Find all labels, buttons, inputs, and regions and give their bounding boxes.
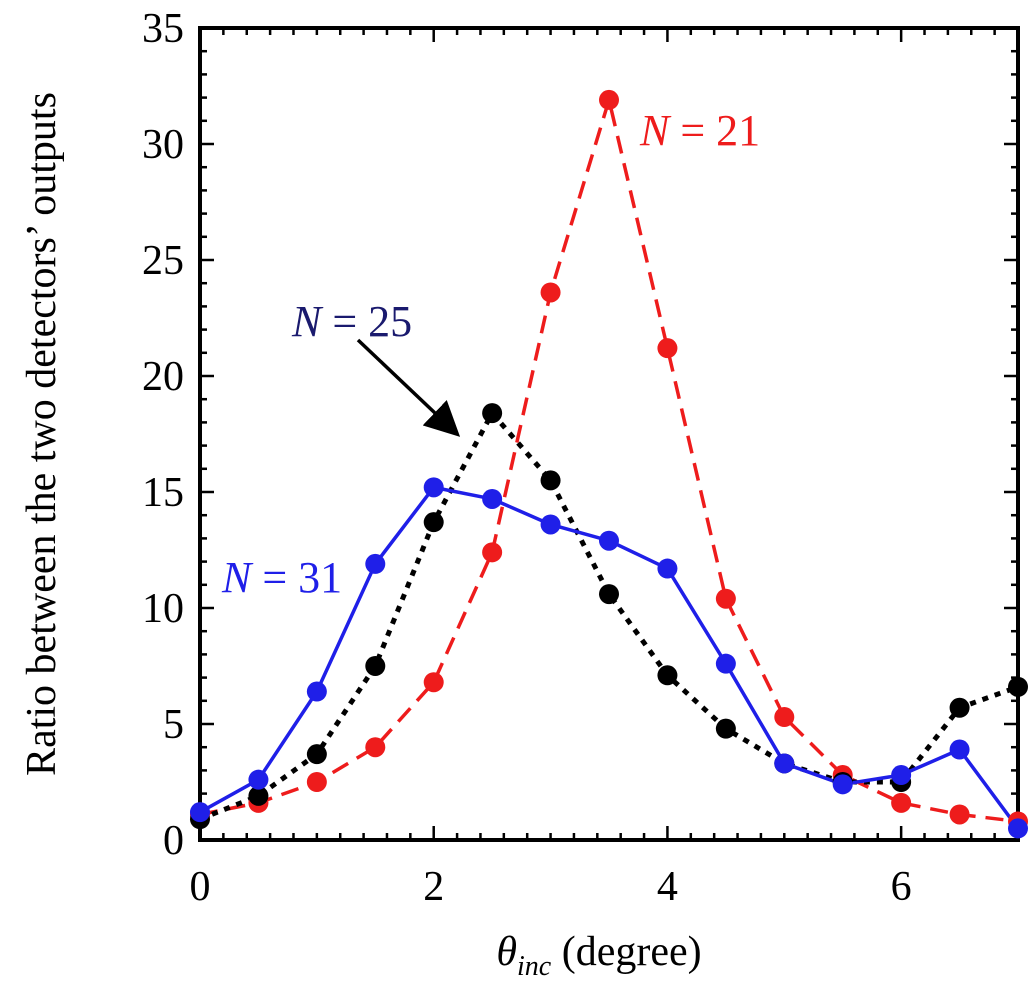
data-point-n21 [365,737,386,758]
y-tick-label: 35 [142,6,184,52]
data-point-n31 [599,530,619,551]
data-point-n25 [657,665,678,686]
x-axis-title: θinc (degree) [496,929,701,982]
series-label: N = 21 [639,106,760,155]
data-point-n25 [248,785,269,806]
series-layer [190,89,1028,839]
data-point-n21 [306,772,327,792]
data-point-n31 [832,774,853,795]
data-point-n31 [949,739,970,760]
data-point-n31 [306,681,327,702]
data-point-n25 [540,470,561,491]
data-point-n31 [774,753,795,774]
series-label: N = 31 [221,553,342,602]
labels-layer: N = 21 N = 25 N = 31 Ratio between the two … [19,92,760,982]
x-tick-label: 4 [657,864,678,910]
data-point-n31 [540,514,561,535]
series-line-n21 [199,98,1019,824]
y-tick-label: 15 [142,470,184,516]
x-tick-label: 2 [423,864,444,910]
series-label: N = 25 [291,297,412,346]
annotation-arrow [356,338,461,437]
data-point-n25 [365,656,386,676]
data-point-n31 [423,477,444,498]
y-tick-label: 20 [142,354,184,400]
data-point-n21 [657,338,678,359]
data-point-n21 [482,542,503,563]
data-point-n25 [306,744,327,765]
data-point-n31 [365,553,386,574]
data-point-n21 [715,588,736,609]
y-tick-label: 10 [142,586,184,632]
data-point-n25 [599,584,619,605]
data-point-n31 [248,769,269,790]
data-point-n31 [482,488,503,509]
data-point-n25 [482,403,503,424]
data-point-n31 [715,653,736,674]
data-point-n25 [423,512,444,533]
data-point-n21 [891,792,912,813]
plot-border [198,26,1020,842]
y-tick-label: 5 [163,702,184,748]
y-tick-label: 25 [142,238,184,284]
data-point-n31 [657,558,678,579]
ticks: 0 5 10 15 20 25 30 35 0 2 4 6 [142,6,1020,910]
data-point-n21 [774,707,795,728]
data-point-n21 [949,804,970,825]
series-line-n25 [199,410,1019,822]
y-axis-title: Ratio between the two detectors’ outputs [19,92,65,776]
x-tick-label: 0 [190,864,211,910]
y-tick-label: 0 [163,818,184,864]
y-tick-label: 30 [142,122,184,168]
data-point-n31 [1008,818,1028,839]
data-point-n25 [715,718,736,739]
data-point-n25 [949,697,970,718]
data-point-n31 [190,802,210,823]
data-point-n25 [1008,676,1028,697]
data-point-n21 [423,672,444,693]
plot-frame [198,26,1020,842]
data-point-n21 [599,89,619,110]
x-tick-label: 6 [891,864,912,910]
data-point-n31 [891,765,912,786]
data-point-n21 [540,282,561,303]
